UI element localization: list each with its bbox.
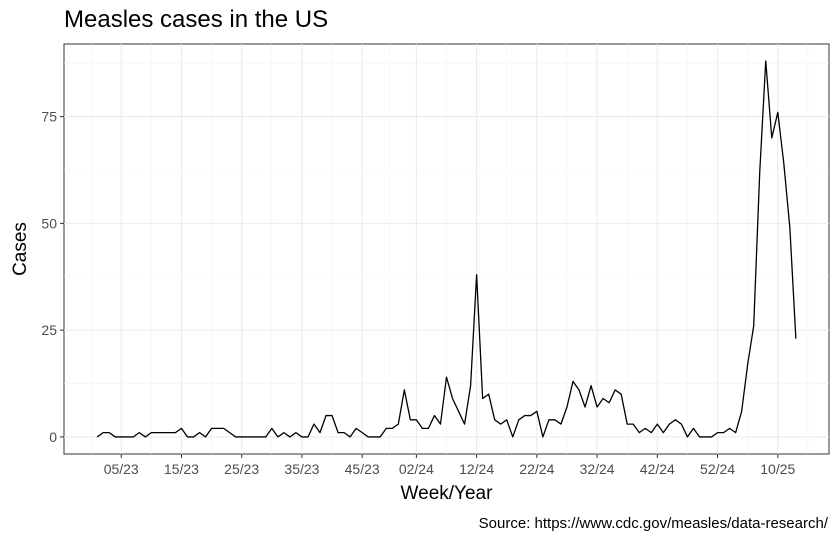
x-tick-label: 22/24 — [519, 461, 554, 477]
chart-title: Measles cases in the US — [64, 6, 329, 33]
y-tick-label: 50 — [41, 215, 57, 231]
y-tick-label: 75 — [41, 109, 57, 125]
x-tick-label: 32/24 — [580, 461, 615, 477]
y-tick-label: 25 — [41, 322, 57, 338]
x-tick-label: 52/24 — [700, 461, 735, 477]
x-tick-label: 25/23 — [224, 461, 259, 477]
x-tick-label: 42/24 — [640, 461, 675, 477]
x-axis-title: Week/Year — [401, 483, 494, 504]
y-axis-title: Cases — [10, 222, 31, 276]
x-tick-label: 05/23 — [104, 461, 139, 477]
source-caption: Source: https://www.cdc.gov/measles/data… — [478, 515, 828, 532]
x-tick-label: 10/25 — [760, 461, 795, 477]
y-axis: 0 25 50 75 — [41, 109, 64, 445]
x-axis: 05/23 15/23 25/23 35/23 45/23 02/24 12/24 22/24… — [104, 454, 796, 477]
series-line-cases — [96, 60, 797, 438]
x-tick-label: 35/23 — [284, 461, 319, 477]
x-tick-label: 45/23 — [345, 461, 380, 477]
x-tick-label: 12/24 — [459, 461, 494, 477]
x-tick-label: 02/24 — [399, 461, 434, 477]
x-tick-label: 15/23 — [164, 461, 199, 477]
y-tick-label: 0 — [49, 429, 57, 445]
minor-gridlines — [64, 44, 829, 454]
